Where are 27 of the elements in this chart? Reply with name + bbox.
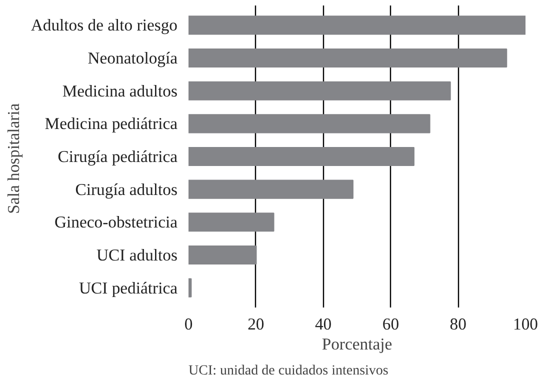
bar: [188, 245, 257, 265]
text: UCI: unidad de cuidados intensivos: [188, 364, 388, 378]
x-tick-label: 80: [450, 314, 466, 334]
bar: [188, 278, 192, 298]
x-axis-title: Porcentaje: [322, 334, 392, 354]
y-tick-label: UCI adultos: [96, 245, 178, 264]
y-tick-label: Cirugía pediátrica: [58, 147, 178, 166]
bar: [188, 48, 508, 68]
y-tick-label: Adultos de alto riesgo: [30, 16, 178, 35]
bar: [188, 16, 526, 35]
bar: [188, 81, 451, 100]
y-tick-label: Cirugía adultos: [75, 180, 178, 199]
bar: [188, 180, 354, 199]
y-tick-label: Medicina adultos: [62, 81, 178, 100]
x-tick-label: 100: [513, 314, 538, 334]
x-tick-label: 0: [184, 314, 193, 334]
y-axis-title: Sala hospitalaria: [4, 102, 23, 214]
x-tick-label: 60: [382, 314, 400, 334]
x-tick-label: 20: [248, 314, 264, 334]
y-tick-label: UCI pediátrica: [78, 278, 178, 298]
y-tick-label: Gineco-obstetricia: [54, 212, 178, 232]
y-tick-label: Neonatología: [88, 48, 178, 68]
bar: [188, 114, 430, 134]
x-tick-label: 40: [314, 314, 332, 334]
bar: [188, 212, 274, 232]
y-tick-label: Medicina pediátrica: [44, 114, 178, 134]
bar: [188, 146, 414, 166]
